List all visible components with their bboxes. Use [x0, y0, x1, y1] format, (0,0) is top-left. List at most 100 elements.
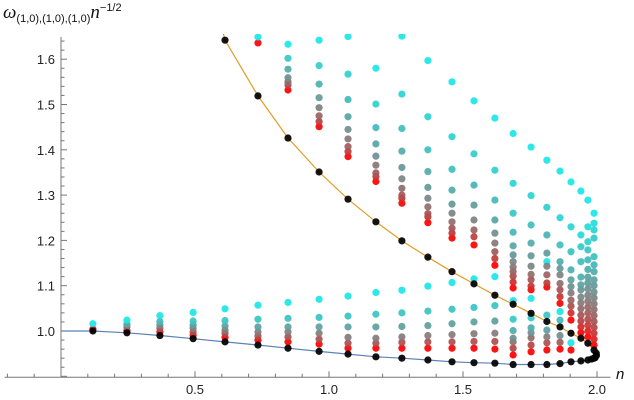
upper-cluster-point [491, 196, 499, 204]
upper-branch-point [556, 323, 564, 331]
upper-cluster-point [577, 273, 585, 281]
upper-cluster-point [543, 203, 551, 211]
upper-cluster-point [424, 194, 432, 202]
upper-cluster-point [491, 239, 499, 247]
lower-cluster-point [398, 333, 406, 341]
lower-cluster-point [221, 305, 229, 313]
upper-cluster-point [590, 300, 598, 308]
lower-cluster-point [315, 295, 323, 303]
lower-branch-point [344, 350, 352, 358]
lower-cluster-point [284, 328, 292, 336]
upper-cluster-point [590, 219, 598, 227]
lower-cluster-point [221, 316, 229, 325]
upper-cluster-point [527, 143, 535, 151]
upper-cluster-point [398, 191, 406, 199]
tick-labels: 0.5 1.0 1.5 2.0 1.0 1.1 1.2 1.3 1.4 1.5 1.6 [37, 52, 606, 397]
lower-cluster-point [527, 334, 535, 342]
x-tick-label: 2.0 [588, 382, 606, 397]
upper-cluster-point [315, 118, 323, 126]
lower-branch-point [156, 331, 164, 340]
lower-cluster-point [470, 275, 478, 283]
upper-branch-point [577, 334, 585, 342]
upper-cluster-point [491, 114, 499, 122]
upper-cluster-point [344, 70, 352, 78]
upper-cluster-point [567, 248, 575, 256]
upper-cluster-point [398, 175, 406, 183]
lower-cluster-point [527, 329, 535, 337]
upper-cluster-point [470, 226, 478, 234]
lower-cluster-point [372, 339, 380, 347]
lower-cluster-point [284, 298, 292, 307]
upper-cluster-point [590, 234, 598, 242]
upper-cluster-point [491, 254, 499, 263]
upper-cluster-point [527, 276, 535, 284]
upper-cluster-point [577, 286, 585, 294]
upper-cluster-point [254, 39, 262, 47]
upper-cluster-point [509, 278, 517, 286]
upper-cluster-point [372, 169, 380, 177]
lower-cluster-point [491, 337, 499, 346]
upper-branch-point [344, 195, 352, 203]
y-tick-label: 1.2 [37, 233, 55, 248]
upper-cluster-point [470, 216, 478, 224]
upper-cluster-point [577, 317, 585, 325]
lower-branch-point [315, 347, 323, 355]
y-axis-label-exponent: −1/2 [99, 2, 122, 14]
y-tick-label: 1.3 [37, 188, 55, 203]
y-axis-label-subscript: (1,0),(1,0),(1,0) [16, 13, 91, 25]
upper-cluster-point [491, 216, 499, 224]
upper-cluster-point [509, 179, 517, 187]
upper-cluster-point [372, 177, 380, 186]
lower-cluster-point [527, 324, 535, 332]
lower-cluster-point [543, 339, 551, 347]
upper-cluster-point [448, 209, 456, 217]
lower-branch-point [577, 357, 585, 365]
upper-cluster-point [556, 299, 564, 307]
axes [4, 37, 611, 378]
upper-cluster-point [556, 214, 564, 222]
upper-cluster-point [344, 34, 352, 41]
lower-cluster-point [372, 344, 380, 352]
lower-branch-point [448, 358, 456, 366]
lower-cluster-point [315, 335, 323, 343]
upper-cluster-point [584, 279, 592, 287]
upper-cluster-point [584, 327, 592, 335]
upper-cluster-point [372, 124, 380, 132]
lower-cluster-point [344, 312, 352, 320]
upper-cluster-point [448, 200, 456, 208]
upper-cluster-point [527, 191, 535, 200]
lower-cluster-point [254, 315, 262, 323]
upper-cluster-point [448, 224, 456, 232]
upper-cluster-point [567, 289, 575, 297]
lower-cluster-point [509, 326, 517, 335]
lower-cluster-point [123, 316, 131, 324]
upper-cluster-point [509, 228, 517, 236]
upper-cluster-point [470, 233, 478, 241]
upper-cluster-point [509, 258, 517, 266]
upper-cluster-point [584, 273, 592, 281]
upper-cluster-point [567, 302, 575, 310]
upper-cluster-point [590, 294, 598, 302]
upper-cluster-point [567, 223, 575, 231]
y-axis-label-symbol: ω [3, 2, 17, 23]
upper-cluster-point [315, 36, 323, 44]
upper-cluster-point [398, 199, 406, 207]
upper-cluster-point [284, 86, 292, 94]
upper-cluster-point [372, 100, 380, 108]
upper-cluster-point [424, 146, 432, 154]
upper-cluster-point [543, 156, 551, 164]
lower-cluster-point [448, 305, 456, 313]
upper-cluster-point [527, 270, 535, 278]
upper-cluster-point [543, 279, 551, 287]
upper-cluster-point [584, 333, 592, 341]
lower-cluster-point [344, 292, 352, 300]
upper-cluster-point [577, 187, 585, 195]
lower-cluster-point [284, 333, 292, 341]
lower-branch-point [398, 354, 406, 362]
upper-cluster-point [590, 341, 598, 349]
upper-cluster-point [372, 152, 380, 160]
upper-cluster-point [344, 152, 352, 161]
upper-cluster-point [527, 252, 535, 260]
upper-branch-point [491, 291, 499, 299]
lower-cluster-point [491, 329, 499, 337]
